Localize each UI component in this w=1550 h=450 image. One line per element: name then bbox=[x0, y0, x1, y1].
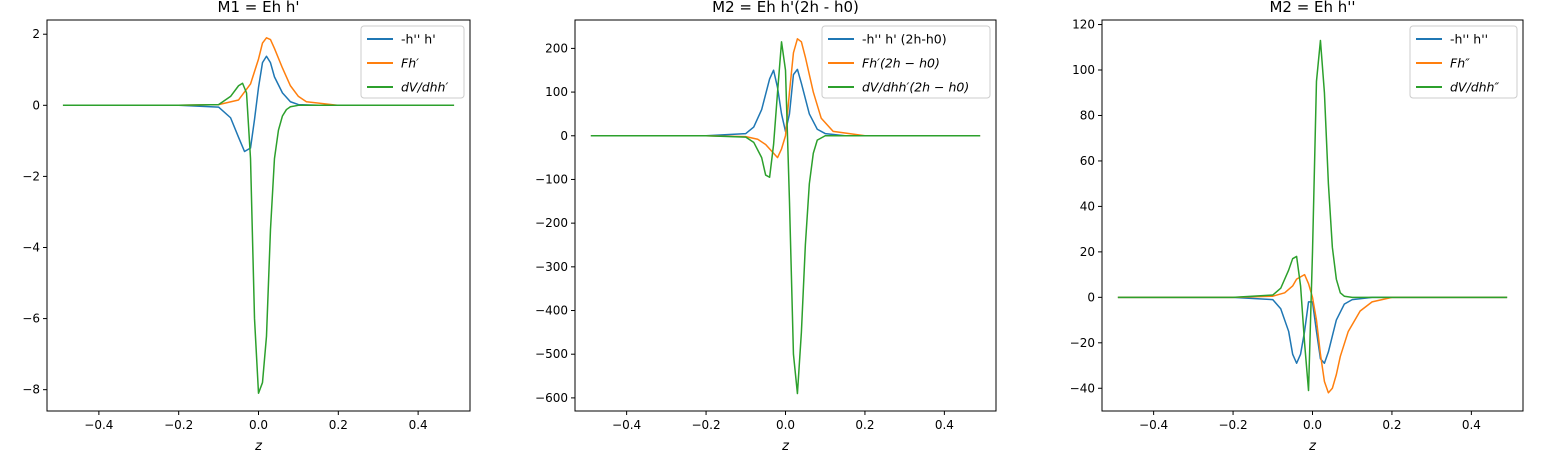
chart-panel-3: −0.4 −0.2 0.0 0.2 0.4 −40 −20 0 20 40 60 80 100 120 M2… bbox=[1070, 0, 1524, 450]
x-tick-label: 0.2 bbox=[329, 418, 348, 432]
series-line-3 bbox=[62, 82, 455, 394]
chart-title: M2 = Eh h'(2h - h0) bbox=[712, 0, 859, 16]
legend: -h'' h' (2h-h0) Fh′(2h − h0) dV/dhh′(2h − … bbox=[821, 25, 991, 99]
x-axis-label: z bbox=[1308, 439, 1317, 450]
legend-box bbox=[360, 25, 465, 99]
x-axis-label: z bbox=[781, 439, 790, 450]
x-axis-label: z bbox=[254, 439, 263, 450]
y-tick-label: −2 bbox=[22, 169, 40, 183]
legend: -h'' h' Fh′ dV/dhh′ bbox=[360, 25, 465, 99]
y-tick-label: 0 bbox=[32, 98, 40, 112]
x-tick-label: −0.4 bbox=[84, 418, 113, 432]
x-tick-label: −0.2 bbox=[164, 418, 193, 432]
series-group bbox=[1117, 39, 1508, 394]
chart-panel-1: −0.4 −0.2 0.0 0.2 0.4 −8 −6 −4 −2 0 2 M1 = Eh h' z -h… bbox=[22, 0, 471, 450]
legend-label: dV/dhh′(2h − h0) bbox=[862, 80, 969, 95]
y-tick-label: 120 bbox=[1072, 18, 1095, 32]
x-tick-label: 0.2 bbox=[855, 418, 874, 432]
y-tick-label: −20 bbox=[1070, 336, 1095, 350]
legend-label: dV/dhh″ bbox=[1450, 80, 1499, 95]
y-tick-label: 200 bbox=[545, 41, 568, 55]
y-tick-label: 20 bbox=[1080, 245, 1095, 259]
series-group bbox=[62, 37, 455, 394]
x-tick-label: 0.0 bbox=[1303, 418, 1322, 432]
legend-label: -h'' h' bbox=[401, 32, 436, 47]
series-line-3 bbox=[590, 41, 981, 395]
x-tick-label: −0.4 bbox=[612, 418, 641, 432]
y-tick-label: −300 bbox=[535, 260, 568, 274]
y-tick-label: 100 bbox=[1072, 63, 1095, 77]
series-line-3 bbox=[1117, 39, 1508, 392]
y-tick-label: 60 bbox=[1080, 154, 1095, 168]
x-tick-label: 0.4 bbox=[935, 418, 954, 432]
legend-label: Fh′(2h − h0) bbox=[862, 56, 940, 71]
y-tick-label: −400 bbox=[535, 304, 568, 318]
chart-panel-2: −0.4 −0.2 0.0 0.2 0.4 −600 −500 −400 −300 −200 −10… bbox=[535, 0, 997, 450]
y-tick-label: −8 bbox=[22, 383, 40, 397]
y-tick-label: −200 bbox=[535, 216, 568, 230]
legend-label: Fh′ bbox=[401, 56, 419, 71]
x-tick-label: 0.0 bbox=[249, 418, 268, 432]
legend-label: dV/dhh′ bbox=[401, 80, 448, 95]
x-tick-label: −0.2 bbox=[691, 418, 720, 432]
y-tick-label: 0 bbox=[560, 129, 568, 143]
x-tick-label: 0.4 bbox=[1462, 418, 1481, 432]
x-tick-label: −0.2 bbox=[1218, 418, 1247, 432]
y-tick-label: 40 bbox=[1080, 199, 1095, 213]
y-tick-label: 100 bbox=[545, 85, 568, 99]
y-tick-label: −40 bbox=[1070, 381, 1095, 395]
y-tick-label: −4 bbox=[22, 240, 40, 254]
legend-box bbox=[821, 25, 991, 99]
series-group bbox=[590, 38, 981, 395]
y-tick-label: 80 bbox=[1080, 108, 1095, 122]
legend-label: Fh″ bbox=[1450, 56, 1470, 71]
x-tick-label: 0.4 bbox=[409, 418, 428, 432]
x-tick-label: −0.4 bbox=[1139, 418, 1168, 432]
y-tick-label: −600 bbox=[535, 391, 568, 405]
legend-label: -h'' h'' bbox=[1450, 32, 1488, 47]
y-tick-label: −100 bbox=[535, 172, 568, 186]
series-line-1 bbox=[62, 55, 455, 153]
y-tick-label: −6 bbox=[22, 312, 40, 326]
x-tick-label: 0.2 bbox=[1382, 418, 1401, 432]
legend-label: -h'' h' (2h-h0) bbox=[862, 32, 947, 47]
chart-title: M1 = Eh h' bbox=[218, 0, 300, 16]
y-tick-label: 0 bbox=[1087, 290, 1095, 304]
series-line-2 bbox=[1117, 273, 1508, 394]
x-tick-label: 0.0 bbox=[776, 418, 795, 432]
chart-title: M2 = Eh h'' bbox=[1269, 0, 1355, 16]
y-tick-label: 2 bbox=[32, 27, 40, 41]
series-line-2 bbox=[590, 38, 981, 159]
legend-box bbox=[1409, 25, 1518, 99]
y-tick-label: −500 bbox=[535, 347, 568, 361]
series-line-2 bbox=[62, 37, 455, 107]
series-line-1 bbox=[1117, 296, 1508, 365]
legend: -h'' h'' Fh″ dV/dhh″ bbox=[1409, 25, 1518, 99]
